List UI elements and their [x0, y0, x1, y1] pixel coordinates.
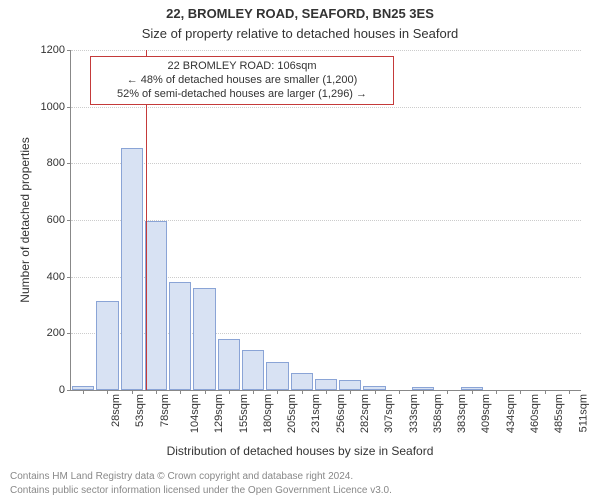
x-tick-label: 231sqm [311, 394, 323, 433]
x-tick-label: 28sqm [110, 394, 122, 427]
histogram-bar [291, 373, 313, 390]
x-tick-label: 256sqm [335, 394, 347, 433]
y-tick-label: 1200 [41, 44, 71, 56]
histogram-bar [339, 380, 361, 390]
annotation-line: ← 48% of detached houses are smaller (1,… [97, 74, 387, 88]
histogram-bar [242, 350, 264, 390]
footnote-line: Contains HM Land Registry data © Crown c… [10, 471, 353, 482]
histogram-bar [145, 221, 167, 390]
page-subtitle: Size of property relative to detached ho… [0, 26, 600, 41]
x-tick-label: 104sqm [189, 394, 201, 433]
x-tick [350, 390, 351, 394]
histogram-bar [96, 301, 118, 390]
x-tick-label: 434sqm [505, 394, 517, 433]
x-tick [496, 390, 497, 394]
annotation-box: 22 BROMLEY ROAD: 106sqm ← 48% of detache… [90, 56, 394, 105]
x-tick-label: 383sqm [456, 394, 468, 433]
x-tick [569, 390, 570, 394]
x-tick [107, 390, 108, 394]
histogram-bar [193, 288, 215, 390]
gridline [71, 107, 581, 108]
x-tick-label: 155sqm [238, 394, 250, 433]
footnote: Contains HM Land Registry data © Crown c… [10, 471, 590, 482]
x-tick-label: 485sqm [553, 394, 565, 433]
gridline [71, 50, 581, 51]
x-tick-label: 511sqm [577, 394, 589, 432]
x-tick [375, 390, 376, 394]
x-tick [302, 390, 303, 394]
histogram-bar [169, 282, 191, 390]
x-tick [447, 390, 448, 394]
y-tick-label: 600 [47, 214, 71, 226]
x-tick-label: 78sqm [159, 394, 171, 427]
x-tick [277, 390, 278, 394]
histogram-bar [266, 362, 288, 390]
x-tick [545, 390, 546, 394]
x-tick [520, 390, 521, 394]
x-tick [156, 390, 157, 394]
y-tick-label: 1000 [41, 101, 71, 113]
page: 22, BROMLEY ROAD, SEAFORD, BN25 3ES Size… [0, 0, 600, 500]
x-tick-label: 53sqm [134, 394, 146, 427]
x-tick-label: 460sqm [529, 394, 541, 433]
page-title: 22, BROMLEY ROAD, SEAFORD, BN25 3ES [0, 6, 600, 21]
x-tick [423, 390, 424, 394]
y-axis-label: Number of detached properties [18, 137, 32, 302]
x-tick [326, 390, 327, 394]
x-tick-label: 333sqm [408, 394, 420, 433]
x-tick-label: 358sqm [432, 394, 444, 433]
x-tick-label: 129sqm [213, 394, 225, 433]
footnote: Contains public sector information licen… [10, 485, 590, 496]
x-tick-label: 282sqm [359, 394, 371, 433]
y-tick-label: 800 [47, 157, 71, 169]
histogram-bar [315, 379, 337, 390]
annotation-line: 22 BROMLEY ROAD: 106sqm [97, 60, 387, 74]
x-tick [180, 390, 181, 394]
x-tick [399, 390, 400, 394]
footnote-line: Contains public sector information licen… [10, 485, 392, 496]
x-tick-label: 409sqm [481, 394, 493, 433]
x-tick [132, 390, 133, 394]
y-tick-label: 0 [59, 384, 71, 396]
x-axis-label: Distribution of detached houses by size … [0, 444, 600, 458]
x-tick [83, 390, 84, 394]
histogram-bar [121, 148, 143, 390]
x-tick-label: 180sqm [262, 394, 274, 433]
histogram-bar [218, 339, 240, 390]
x-tick [472, 390, 473, 394]
annotation-line: 52% of semi-detached houses are larger (… [97, 88, 387, 102]
x-tick-label: 205sqm [286, 394, 298, 433]
y-tick-label: 400 [47, 271, 71, 283]
x-tick [253, 390, 254, 394]
x-tick [205, 390, 206, 394]
x-tick-label: 307sqm [383, 394, 395, 433]
y-tick-label: 200 [47, 327, 71, 339]
x-tick [229, 390, 230, 394]
gridline [71, 163, 581, 164]
